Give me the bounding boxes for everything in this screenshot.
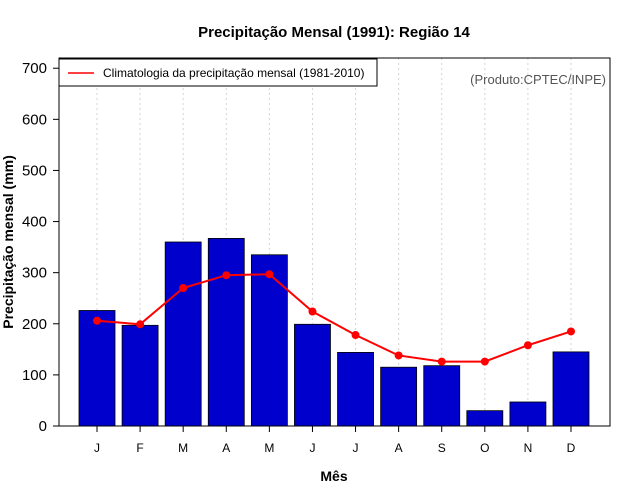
climatology-point bbox=[93, 316, 101, 325]
climatology-point bbox=[523, 341, 532, 350]
x-tick-label: N bbox=[524, 441, 533, 455]
climatology-point bbox=[394, 351, 403, 360]
precip-bar bbox=[164, 241, 202, 427]
precip-bar bbox=[294, 323, 331, 427]
climatology-point bbox=[136, 320, 145, 329]
climatology-point bbox=[179, 284, 188, 292]
precip-bar bbox=[78, 310, 116, 427]
y-axis-label: Precipitação mensal (mm) bbox=[0, 155, 16, 329]
climatology-point bbox=[567, 327, 575, 336]
y-tick-label: 400 bbox=[22, 214, 47, 231]
bar-series bbox=[78, 238, 590, 427]
x-tick-label: J bbox=[353, 441, 359, 455]
x-tick-label: F bbox=[136, 441, 143, 455]
axes: 0 100 200 300 400 500 600 700 J F M A M J J A S O N D bbox=[22, 60, 576, 455]
climatology-point bbox=[480, 357, 489, 366]
y-tick-label: 300 bbox=[22, 265, 47, 282]
y-tick-label: 600 bbox=[22, 111, 47, 128]
x-tick-label: D bbox=[567, 441, 576, 455]
precip-bar bbox=[423, 365, 461, 427]
legend-box bbox=[58, 58, 378, 87]
precip-bar bbox=[552, 351, 590, 427]
precip-bar bbox=[466, 410, 504, 427]
chart-title: Precipitação Mensal (1991): Região 14 bbox=[198, 24, 470, 41]
precip-bar bbox=[250, 254, 288, 427]
climatology-point bbox=[265, 270, 274, 279]
legend: Climatologia da precipitação mensal (198… bbox=[58, 58, 378, 87]
x-tick-label: S bbox=[438, 441, 446, 455]
y-tick-label: 100 bbox=[22, 367, 47, 384]
y-tick-label: 0 bbox=[39, 418, 47, 435]
x-tick-label: M bbox=[264, 441, 274, 455]
precip-bar bbox=[380, 366, 418, 427]
climatology-line-series bbox=[93, 270, 575, 366]
legend-label: Climatologia da precipitação mensal (198… bbox=[103, 66, 364, 80]
climatology-point bbox=[437, 357, 446, 366]
y-tick-label: 700 bbox=[22, 60, 47, 77]
x-axis-label: Mês bbox=[320, 468, 347, 484]
precip-bar bbox=[207, 238, 245, 427]
y-tick-label: 200 bbox=[22, 316, 47, 333]
plot-frame bbox=[58, 57, 611, 427]
precip-bar bbox=[337, 351, 374, 427]
x-tick-label: A bbox=[395, 441, 403, 455]
climatology-point bbox=[351, 331, 360, 340]
x-tick-label: J bbox=[309, 441, 315, 455]
x-tick-label: O bbox=[480, 441, 489, 455]
x-tick-label: M bbox=[178, 441, 188, 455]
credit-text: (Produto:CPTEC/INPE) bbox=[470, 72, 606, 87]
y-tick-label: 500 bbox=[22, 162, 47, 179]
climatology-point bbox=[308, 307, 317, 316]
climatology-point bbox=[222, 271, 231, 280]
precip-bar bbox=[509, 401, 547, 427]
x-tick-label: J bbox=[94, 441, 100, 455]
climatology-line bbox=[96, 273, 572, 363]
precip-bar bbox=[121, 324, 159, 427]
x-tick-label: A bbox=[222, 441, 230, 455]
